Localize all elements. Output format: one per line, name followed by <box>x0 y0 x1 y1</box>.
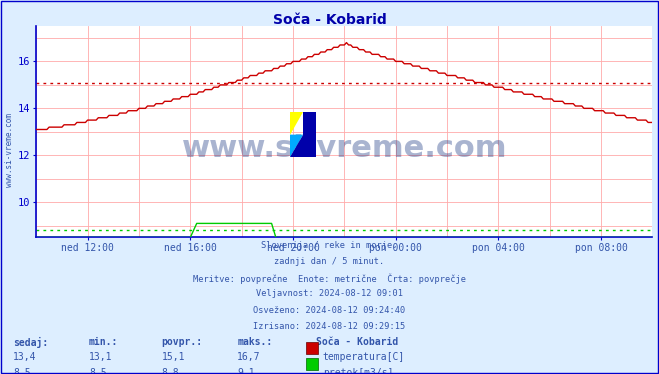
Text: 8,5: 8,5 <box>13 368 31 374</box>
Text: temperatura[C]: temperatura[C] <box>323 352 405 362</box>
Text: 8,8: 8,8 <box>161 368 179 374</box>
Text: 13,1: 13,1 <box>89 352 113 362</box>
Text: 13,4: 13,4 <box>13 352 37 362</box>
Text: Izrisano: 2024-08-12 09:29:15: Izrisano: 2024-08-12 09:29:15 <box>253 322 406 331</box>
Text: povpr.:: povpr.: <box>161 337 202 347</box>
Text: min.:: min.: <box>89 337 119 347</box>
Text: www.si-vreme.com: www.si-vreme.com <box>182 134 507 163</box>
Polygon shape <box>290 112 303 135</box>
Text: sedaj:: sedaj: <box>13 337 48 347</box>
Polygon shape <box>303 112 316 135</box>
Text: maks.:: maks.: <box>237 337 272 347</box>
Text: Osveženo: 2024-08-12 09:24:40: Osveženo: 2024-08-12 09:24:40 <box>253 306 406 315</box>
Polygon shape <box>303 112 316 135</box>
Text: Slovenija / reke in morje.: Slovenija / reke in morje. <box>261 241 398 250</box>
Text: 9,1: 9,1 <box>237 368 255 374</box>
Text: Soča - Kobarid: Soča - Kobarid <box>273 13 386 27</box>
Text: 15,1: 15,1 <box>161 352 185 362</box>
Text: www.si-vreme.com: www.si-vreme.com <box>5 113 14 187</box>
Text: 16,7: 16,7 <box>237 352 261 362</box>
Text: pretok[m3/s]: pretok[m3/s] <box>323 368 393 374</box>
Text: Veljavnost: 2024-08-12 09:01: Veljavnost: 2024-08-12 09:01 <box>256 289 403 298</box>
Text: Soča - Kobarid: Soča - Kobarid <box>316 337 399 347</box>
Polygon shape <box>290 135 303 157</box>
Text: 8,5: 8,5 <box>89 368 107 374</box>
Text: zadnji dan / 5 minut.: zadnji dan / 5 minut. <box>274 257 385 266</box>
Polygon shape <box>290 135 316 157</box>
Text: Meritve: povprečne  Enote: metrične  Črta: povprečje: Meritve: povprečne Enote: metrične Črta:… <box>193 273 466 284</box>
